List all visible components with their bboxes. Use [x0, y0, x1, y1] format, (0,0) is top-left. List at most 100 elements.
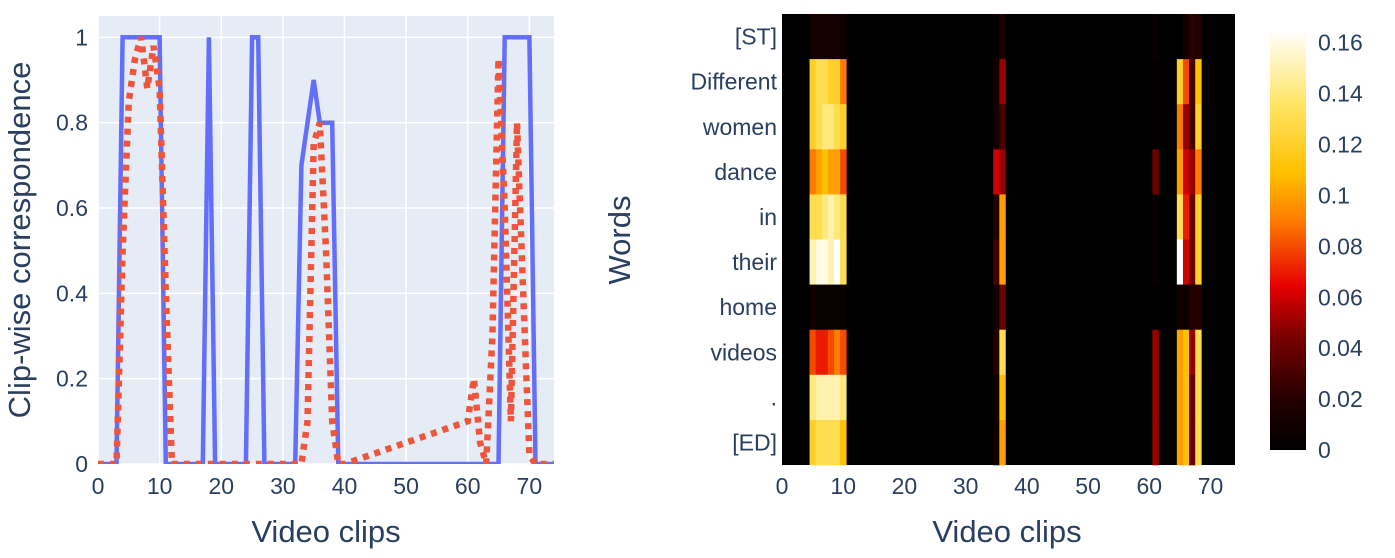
heatmap-row-label: videos — [711, 339, 777, 365]
heatmap-cell — [809, 284, 816, 330]
heatmap-cell — [809, 374, 816, 421]
colorbar-tick-label: 0.1 — [1318, 182, 1350, 208]
heatmap-cell — [815, 104, 823, 150]
heatmap-cell — [1176, 149, 1184, 195]
heatmap-cell — [1195, 419, 1202, 466]
heatmap-cell — [1176, 59, 1184, 105]
heatmap-cell — [993, 374, 1000, 421]
heatmap-cell — [1189, 59, 1196, 105]
heatmap-cell — [834, 104, 841, 150]
heatmap-cell — [1195, 194, 1202, 240]
x-tick-label: 20 — [208, 473, 234, 499]
heatmap-cell — [999, 284, 1006, 330]
heatmap-row-label: Different — [690, 69, 777, 95]
heatmap-cell — [840, 419, 847, 466]
heatmap-cell — [834, 419, 841, 466]
x-tick-label: 60 — [1137, 473, 1163, 499]
heatmap-cell — [821, 239, 829, 285]
heatmap-cell — [834, 194, 841, 240]
heatmap-cell — [809, 194, 816, 240]
heatmap-cell — [993, 14, 1000, 60]
colorbar-tick-label: 0.06 — [1318, 284, 1363, 310]
colorbar-tick-label: 0.02 — [1318, 386, 1363, 412]
heatmap-cell — [1182, 419, 1190, 466]
line-chart: 0 10 20 30 40 50 60 70 0 0.2 0.4 0.6 0.8 1 Video cli… — [2, 16, 554, 549]
heatmap-row-label: [ST] — [735, 24, 777, 50]
heatmap-cell — [1182, 374, 1190, 421]
heatmap-cell — [834, 239, 841, 285]
colorbar-tick-label: 0.08 — [1318, 233, 1363, 259]
heatmap-cell — [1152, 59, 1159, 105]
heatmap-cell — [815, 194, 823, 240]
x-tick-label: 0 — [776, 473, 789, 499]
heatmap-cell — [1189, 374, 1196, 421]
heatmap-row-label: [ED] — [732, 429, 777, 455]
heatmap-cell — [827, 149, 835, 195]
heatmap-cell — [1152, 104, 1159, 150]
heatmap-cell — [1152, 194, 1159, 240]
series-line-dotted — [98, 36, 554, 464]
heatmap-cell — [1189, 239, 1196, 285]
heatmap-cell — [999, 374, 1006, 421]
colorbar-ticks: 0 0.02 0.04 0.06 0.08 0.1 0.12 0.14 0.16 — [1318, 30, 1363, 463]
heatmap-cell — [993, 284, 1000, 330]
y-tick-label: 0.6 — [56, 195, 88, 221]
heatmap-cell — [809, 419, 816, 466]
heatmap-cell — [809, 59, 816, 105]
line-chart-series — [98, 35, 554, 464]
heatmap-cell — [993, 104, 1000, 150]
x-tick-label: 20 — [892, 473, 918, 499]
heatmap-cell — [1182, 59, 1190, 105]
heatmap-cell — [1189, 419, 1196, 466]
y-tick-label: 1 — [75, 24, 88, 50]
heatmap-cell — [1195, 104, 1202, 150]
heatmap-cell — [1176, 194, 1184, 240]
heatmap-row-label: dance — [714, 159, 777, 185]
heatmap-cell — [999, 104, 1006, 150]
heatmap-plot-area — [782, 14, 1235, 465]
heatmap-cell — [821, 14, 829, 60]
colorbar-gradient — [1270, 30, 1306, 450]
heatmap-cell — [821, 419, 829, 466]
heatmap-cell — [993, 149, 1000, 195]
heatmap-cell — [821, 329, 829, 376]
x-tick-label: 60 — [455, 473, 481, 499]
heatmap-cell — [1182, 284, 1190, 330]
x-tick-label: 30 — [270, 473, 296, 499]
heatmap-cell — [999, 329, 1006, 376]
heatmap-cell — [1152, 14, 1159, 60]
line-chart-x-axis-title: Video clips — [251, 514, 400, 549]
heatmap-cell — [840, 149, 847, 195]
heatmap-cell — [1195, 284, 1202, 330]
heatmap-cell — [993, 239, 1000, 285]
heatmap-cell — [1152, 419, 1159, 466]
heatmap-cell — [809, 104, 816, 150]
line-chart-y-axis-title: Clip-wise correspondence — [2, 62, 37, 419]
heatmap-cell — [1182, 194, 1190, 240]
heatmap-cell — [827, 104, 835, 150]
heatmap-cells — [809, 14, 1202, 466]
heatmap-cell — [1176, 419, 1184, 466]
heatmap-cell — [834, 284, 841, 330]
heatmap-cell — [1195, 149, 1202, 195]
heatmap-cell — [834, 374, 841, 421]
heatmap-cell — [834, 149, 841, 195]
y-tick-label: 0.4 — [56, 280, 88, 306]
heatmap-cell — [827, 419, 835, 466]
heatmap-cell — [1152, 284, 1159, 330]
heatmap-cell — [840, 194, 847, 240]
heatmap-cell — [1152, 239, 1159, 285]
heatmap-cell — [999, 14, 1006, 60]
colorbar-tick-label: 0.16 — [1318, 30, 1363, 56]
heatmap-cell — [821, 374, 829, 421]
x-tick-label: 40 — [332, 473, 358, 499]
x-tick-label: 40 — [1014, 473, 1040, 499]
heatmap-chart: [ST] Different women dance in their home videos… — [602, 14, 1363, 549]
heatmap-cell — [1189, 329, 1196, 376]
x-tick-label: 70 — [1198, 473, 1224, 499]
heatmap-row-label: . — [771, 384, 777, 410]
heatmap-cell — [821, 149, 829, 195]
heatmap-cell — [1189, 14, 1196, 60]
colorbar-tick-label: 0.12 — [1318, 132, 1363, 158]
